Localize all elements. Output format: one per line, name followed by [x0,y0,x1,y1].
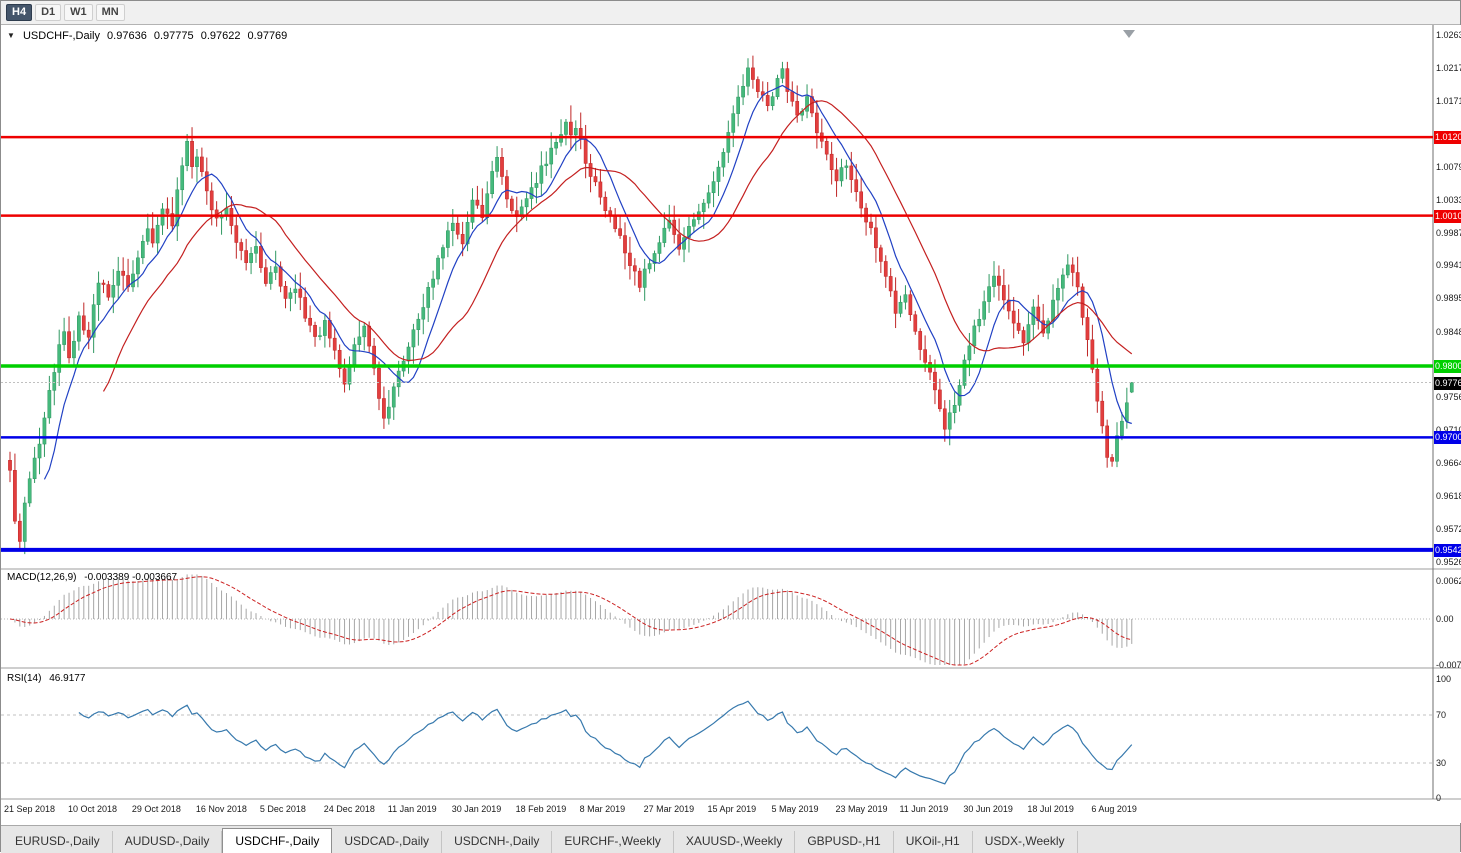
level-price-tag: 1.01205 [1434,131,1461,145]
collapse-triangle-icon[interactable]: ▼ [7,31,15,40]
date-label: 11 Jan 2019 [387,804,437,814]
price-tick: 0.95720 [1436,523,1461,534]
price-tick: 0.96640 [1436,458,1461,469]
date-label: 5 May 2019 [771,804,819,814]
date-label: 6 Aug 2019 [1091,804,1137,814]
timeframe-w1-button[interactable]: W1 [64,4,93,21]
timeframe-d1-button[interactable]: D1 [35,4,62,21]
price-tick: 0.96180 [1436,491,1461,502]
level-price-tag: 0.97001 [1434,431,1461,445]
chart-ohlc-header: ▼ USDCHF-,Daily 0.97636 0.97775 0.97622 … [7,30,291,42]
macd-axis-tick: 0.006286 [1436,575,1461,586]
tab-usdchf-daily[interactable]: USDCHF-,Daily [222,828,333,853]
price-tick: 1.00330 [1436,194,1461,205]
timeframe-h4-button[interactable]: H4 [6,4,33,21]
rsi-axis-tick: 0 [1436,793,1442,803]
date-label: 29 Oct 2018 [131,804,181,814]
tab-usdx-weekly[interactable]: USDX-,Weekly [973,831,1078,853]
ohlc-close: 0.97769 [247,30,288,42]
price-tick: 0.98480 [1436,326,1461,337]
date-label: 15 Apr 2019 [707,804,757,814]
rsi-axis-tick: 70 [1436,710,1447,720]
timeframe-toolbar: H4 D1 W1 MN [1,1,1460,25]
tab-gbpusd-h1[interactable]: GBPUSD-,H1 [795,831,894,853]
price-tick: 0.95260 [1436,556,1461,567]
price-tick: 1.02170 [1436,63,1461,74]
price-tick: 1.00790 [1436,161,1461,172]
date-label: 16 Nov 2018 [195,804,247,814]
price-axis[interactable]: 1.02630 1.02170 1.01710 1.00790 1.00330 0.998… [1434,25,1461,823]
date-label: 30 Jan 2019 [451,804,502,814]
macd-axis-tick: 0.00 [1436,614,1454,624]
price-tick: 1.02630 [1436,30,1461,41]
level-price-tag: 0.95425 [1434,543,1461,557]
rsi-name: RSI(14) [7,673,42,684]
price-tick: 0.97100 [1436,425,1461,436]
price-tick: 0.98950 [1436,293,1461,304]
candles-layer [8,55,1134,555]
tab-audusd-daily[interactable]: AUDUSD-,Daily [113,831,223,853]
macd-name: MACD(12,26,9) [7,572,77,583]
date-label: 21 Sep 2018 [4,804,56,814]
ohlc-high: 0.97775 [153,30,194,42]
macd-axis-tick: -0.00762 [1436,660,1461,670]
date-label: 8 Mar 2019 [579,804,626,814]
ohlc-low: 0.97622 [200,30,241,42]
macd-panel-label: MACD(12,26,9) -0.003389 -0.003667 [7,572,182,583]
date-label: 23 May 2019 [835,804,888,814]
date-label: 18 Feb 2019 [515,804,567,814]
macd-values: -0.003389 -0.003667 [84,572,178,583]
tab-ukoil-h1[interactable]: UKOil-,H1 [894,831,973,853]
tab-xauusd-weekly[interactable]: XAUUSD-,Weekly [674,831,796,853]
macd-layer [1,574,1433,666]
chart-tabs-bar: EURUSD-,Daily AUDUSD-,Daily USDCHF-,Daily U… [1,825,1460,853]
price-tick: 0.97560 [1436,392,1461,403]
date-label: 5 Dec 2018 [259,804,306,814]
level-price-tag: 1.00106 [1434,209,1461,223]
moving-averages-layer [43,84,1133,480]
date-label: 11 Jun 2019 [899,804,949,814]
date-label: 24 Dec 2018 [323,804,375,814]
rsi-axis-tick: 100 [1436,674,1452,684]
level-lines-layer [1,30,1433,552]
chart-chrome [1,25,1461,823]
tab-eurusd-daily[interactable]: EURUSD-,Daily [3,831,113,853]
rsi-value: 46.9177 [49,673,86,684]
rsi-layer [1,700,1433,785]
price-tick: 1.01710 [1436,96,1461,107]
date-label: 10 Oct 2018 [67,804,117,814]
tab-usdcad-daily[interactable]: USDCAD-,Daily [332,831,443,853]
rsi-axis-tick: 30 [1436,758,1447,768]
rsi-panel-label: RSI(14) 46.9177 [7,673,90,684]
tab-usdcnh-daily[interactable]: USDCNH-,Daily [442,831,553,853]
chart-shift-marker-icon [1123,30,1135,38]
ohlc-open: 0.97636 [107,30,147,42]
timeframe-mn-button[interactable]: MN [95,4,125,21]
bid-price-tag: 0.97769 [1434,376,1461,390]
date-label: 27 Mar 2019 [643,804,695,814]
chart-symbol-label: USDCHF-,Daily [22,30,100,42]
date-label: 18 Jul 2019 [1027,804,1074,814]
price-tick: 0.99410 [1436,260,1461,271]
tab-eurchf-weekly[interactable]: EURCHF-,Weekly [552,831,674,853]
time-axis[interactable]: 21 Sep 2018 10 Oct 2018 29 Oct 2018 16 Nov … [1,802,1434,822]
date-label: 30 Jun 2019 [963,804,1013,814]
price-tick: 0.99870 [1436,227,1461,238]
